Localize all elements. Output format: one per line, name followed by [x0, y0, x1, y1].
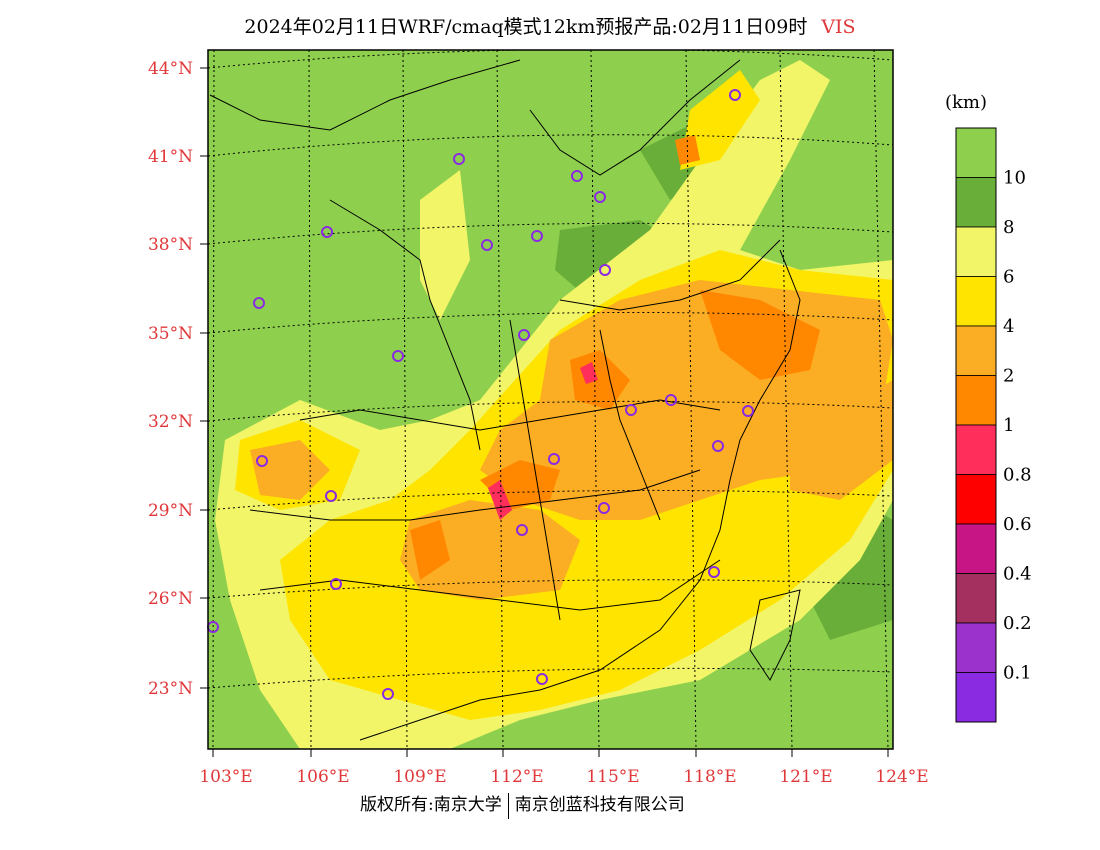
legend-label: 10 — [1003, 168, 1026, 189]
visibility-field — [208, 50, 893, 749]
admin-boundaries — [209, 59, 801, 741]
legend-swatch — [955, 523, 997, 574]
lon-label-109e: 109°E — [393, 767, 446, 787]
legend-swatch — [955, 424, 997, 475]
legend-label: 2 — [1003, 366, 1014, 387]
station-marker — [625, 404, 637, 416]
graticule — [208, 50, 893, 749]
station-marker — [253, 297, 265, 309]
legend-label: 1 — [1003, 415, 1014, 436]
station-marker — [518, 329, 530, 341]
station-markers — [207, 89, 754, 700]
station-marker — [742, 405, 754, 417]
legend-swatch — [955, 622, 997, 673]
legend-swatch — [955, 573, 997, 624]
lon-label-115e: 115°E — [586, 767, 639, 787]
lat-label-32n: 32°N — [148, 412, 193, 432]
lat-label-23n: 23°N — [148, 679, 193, 699]
legend-swatch — [955, 276, 997, 327]
legend-swatch — [955, 226, 997, 277]
footer-divider — [507, 792, 509, 819]
legend-swatch — [955, 375, 997, 426]
station-marker — [594, 191, 606, 203]
legend-label: 0.2 — [1003, 613, 1032, 634]
legend-unit: (km) — [945, 92, 987, 113]
station-marker — [571, 170, 583, 182]
station-marker — [256, 455, 268, 467]
station-marker — [708, 566, 720, 578]
lat-label-44n: 44°N — [148, 59, 193, 79]
legend-label: 4 — [1003, 316, 1014, 337]
lon-label-118e: 118°E — [683, 767, 736, 787]
lat-label-29n: 29°N — [148, 501, 193, 521]
legend-colorbar: (km) 10 8 6 4 2 1 0.8 0.6 0.4 0.2 0.1 — [945, 92, 1032, 723]
map-title: 2024年02月11日WRF/cmaq模式12km预报产品:02月11日09时 V… — [0, 12, 1100, 39]
station-marker — [536, 673, 548, 685]
station-marker — [516, 524, 528, 536]
station-marker — [453, 153, 465, 165]
lon-label-103e: 103°E — [199, 767, 252, 787]
station-marker — [481, 239, 493, 251]
station-marker — [392, 350, 404, 362]
title-text: 2024年02月11日WRF/cmaq模式12km预报产品:02月11日09时 — [244, 16, 808, 38]
lon-label-121e: 121°E — [779, 767, 832, 787]
legend-label: 0.6 — [1003, 514, 1032, 535]
axis-ticks — [200, 67, 889, 757]
variable-name: VIS — [821, 16, 856, 38]
lon-label-124e: 124°E — [875, 767, 928, 787]
station-marker — [598, 502, 610, 514]
longitude-labels: 103°E 106°E 109°E 112°E 115°E 118°E 121°… — [199, 767, 928, 787]
lat-label-41n: 41°N — [148, 147, 193, 167]
station-marker — [531, 230, 543, 242]
map-frame — [207, 49, 894, 750]
station-marker — [729, 89, 741, 101]
copyright-right: 南京创蓝科技有限公司 — [514, 795, 685, 815]
station-marker — [665, 394, 677, 406]
legend-swatch — [955, 177, 997, 228]
station-marker — [548, 453, 560, 465]
latitude-labels: 44°N 41°N 38°N 35°N 32°N 29°N 26°N 23°N — [148, 59, 193, 699]
lat-label-26n: 26°N — [148, 589, 193, 609]
lon-label-112e: 112°E — [490, 767, 543, 787]
lon-label-106e: 106°E — [296, 767, 349, 787]
copyright-left: 版权所有:南京大学 — [360, 795, 502, 815]
station-marker — [382, 688, 394, 700]
legend-swatch — [955, 127, 997, 178]
legend-label: 0.4 — [1003, 564, 1032, 585]
legend-label: 8 — [1003, 217, 1014, 238]
station-marker — [321, 226, 333, 238]
legend-label: 0.1 — [1003, 663, 1032, 684]
legend-label: 6 — [1003, 267, 1014, 288]
legend-swatch — [955, 474, 997, 525]
station-marker — [599, 264, 611, 276]
station-marker — [330, 578, 342, 590]
lat-label-38n: 38°N — [148, 235, 193, 255]
lat-label-35n: 35°N — [148, 324, 193, 344]
legend-swatch — [955, 672, 997, 723]
legend-label: 0.8 — [1003, 465, 1032, 486]
legend-frame — [955, 127, 997, 723]
station-marker — [325, 490, 337, 502]
copyright-footer: 版权所有:南京大学 南京创蓝科技有限公司 — [360, 790, 685, 819]
station-marker — [712, 440, 724, 452]
legend-swatch — [955, 325, 997, 376]
